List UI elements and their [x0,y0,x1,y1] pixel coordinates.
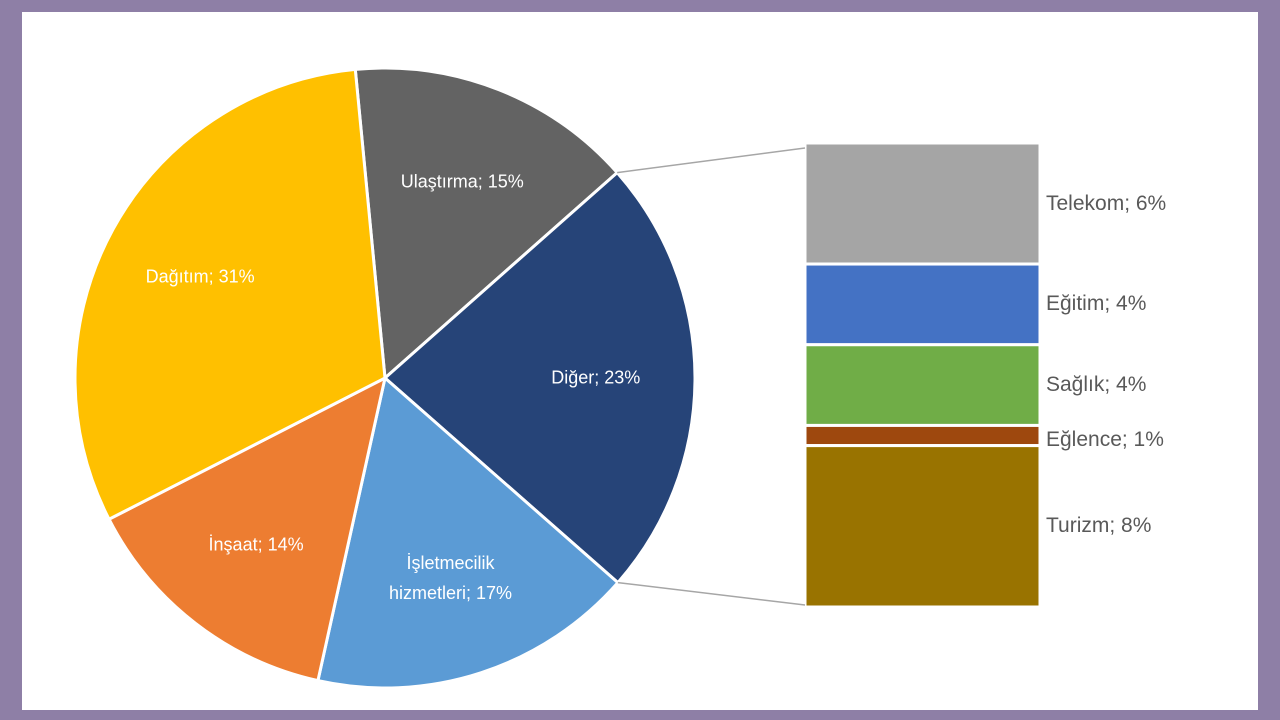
segment-label: Sağlık; 4% [1046,373,1147,397]
segment-label: Eğitim; 4% [1046,292,1147,316]
pie-slice [316,375,621,690]
connector-line [617,581,806,606]
slice-label: Diğer; 23% [551,367,641,388]
slice-label: Dağıtım; 31% [145,266,255,287]
pie-slice [73,67,387,522]
pie-slice [107,375,388,683]
slice-label: Ulaştırma; 15% [400,171,524,192]
bar-segment [803,343,1042,427]
bar-segment [803,141,1042,266]
slice-label: İşletmecilik hizmetleri; 17% [388,553,512,604]
segment-label: Telekom; 6% [1046,191,1167,215]
segment-label: Eğlence; 1% [1046,427,1164,451]
segment-label: Turizm; 8% [1046,514,1152,538]
slice-label: İnşaat; 14% [208,534,304,555]
bar-segment [803,444,1042,609]
bar-segment [803,262,1042,347]
pie-slice [382,170,697,585]
pie-slice [353,66,620,382]
bar-segment [803,423,1042,448]
connector-line [617,147,806,174]
